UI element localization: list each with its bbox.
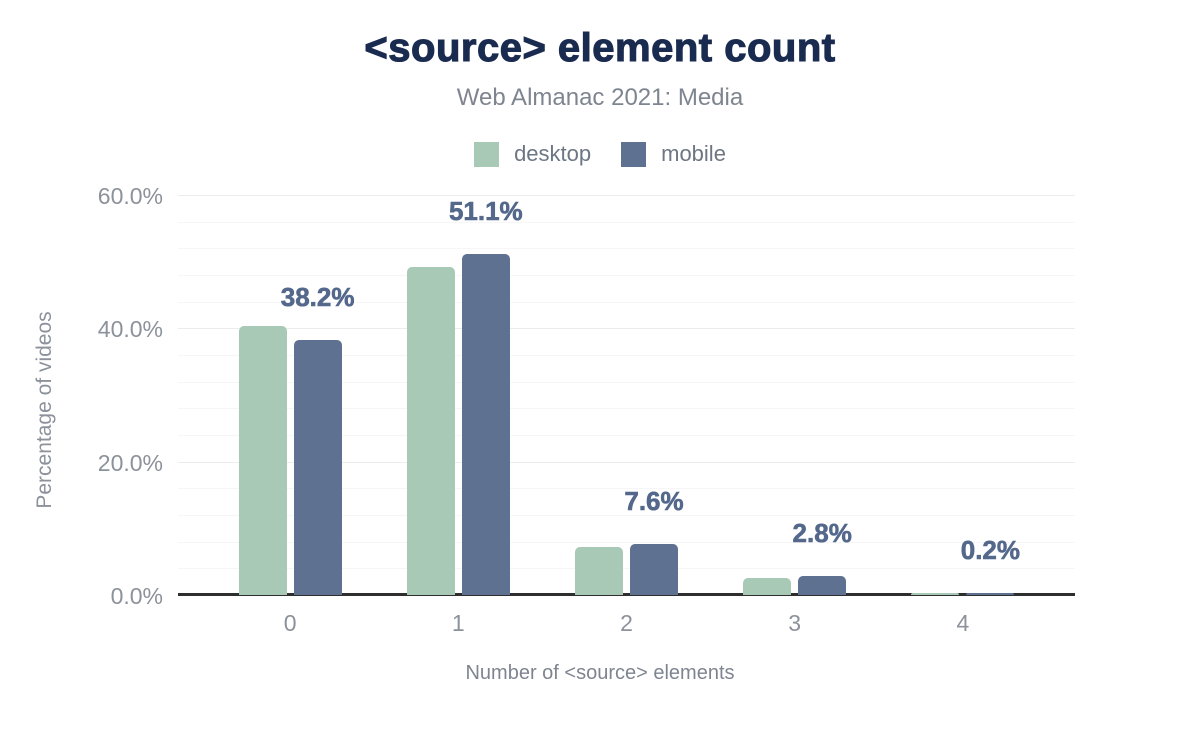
bar-desktop [911, 593, 960, 595]
gridline-minor [178, 435, 1075, 436]
bar-value-label: 38.2% [280, 282, 355, 313]
x-tick-label: 1 [451, 610, 465, 636]
gridline-major [178, 195, 1075, 196]
gridline-minor [178, 301, 1075, 303]
bar-desktop [743, 577, 792, 595]
plot-area: 38.2% 51.1% 7.6% 2.8% 0.2% [178, 176, 1075, 596]
gridline-minor [178, 515, 1075, 516]
desktop-swatch-icon [474, 141, 500, 167]
gridline-minor [178, 248, 1075, 250]
gridline-major [178, 328, 1075, 330]
bar-value-label: 2.8% [792, 518, 852, 549]
legend: desktop mobile [0, 141, 1200, 167]
y-tick-label: 40.0% [97, 316, 163, 343]
x-axis-title: Number of <source> elements [465, 662, 735, 684]
bar-desktop [406, 267, 455, 595]
bar-desktop [238, 326, 287, 595]
gridline-minor [178, 355, 1075, 356]
bar-mobile [798, 576, 847, 595]
y-axis-title: Percentage of videos [33, 311, 56, 509]
bar-value-label: 51.1% [448, 196, 523, 227]
legend-item-mobile: mobile [621, 141, 726, 167]
bar-mobile [293, 340, 342, 595]
bar-mobile [461, 254, 510, 595]
x-tick-label: 3 [788, 610, 802, 636]
bar-desktop [575, 547, 623, 595]
x-tick-label: 4 [956, 610, 970, 636]
y-tick-label: 20.0% [97, 449, 163, 476]
y-tick-label: 0.0% [110, 583, 163, 609]
gridline-major [178, 461, 1075, 463]
legend-item-desktop: desktop [474, 141, 591, 167]
x-tick-label: 2 [620, 610, 633, 636]
gridline-minor [178, 408, 1075, 410]
y-tick-label: 60.0% [97, 183, 163, 209]
legend-label-mobile: mobile [661, 141, 726, 166]
gridline-minor [178, 275, 1075, 276]
gridline-minor [178, 221, 1075, 223]
bar-value-label: 7.6% [624, 486, 684, 517]
x-axis-line [178, 593, 1075, 596]
bar-mobile [966, 593, 1015, 595]
legend-label-desktop: desktop [514, 141, 592, 166]
bar-value-label: 0.2% [960, 535, 1021, 566]
gridline-minor [178, 568, 1075, 570]
gridline-minor [178, 541, 1075, 543]
mobile-swatch-icon [621, 141, 647, 167]
chart-subtitle: Web Almanac 2021: Media [456, 84, 744, 111]
gridline-minor [178, 488, 1075, 490]
x-tick-label: 0 [283, 610, 297, 636]
chart-title: <source> element count [364, 25, 836, 70]
gridline-minor [178, 381, 1075, 383]
bar-mobile [630, 544, 678, 595]
